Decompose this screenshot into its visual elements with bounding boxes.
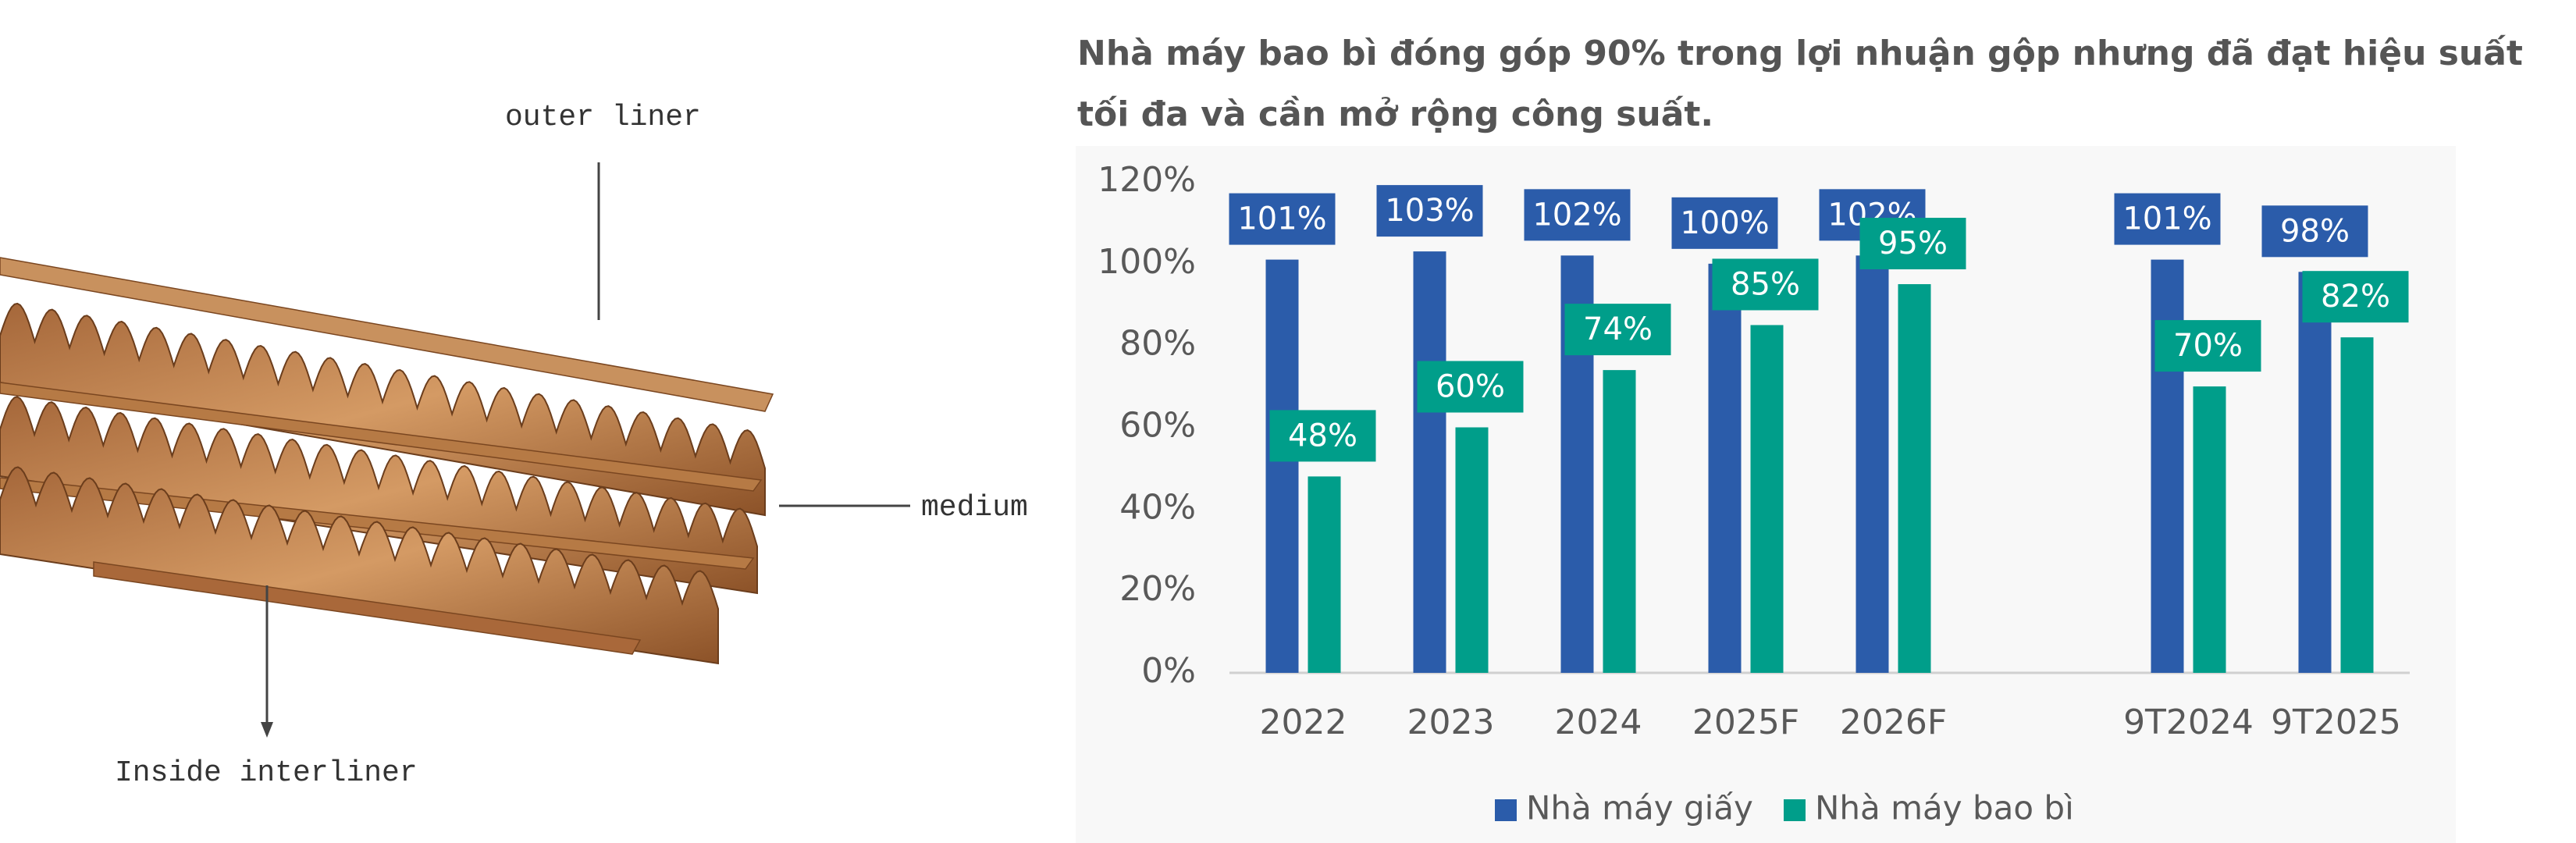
value-label: 98%	[2280, 213, 2350, 249]
y-tick-label: 20%	[1119, 569, 1196, 609]
bar	[1708, 263, 1742, 673]
value-label-box	[1712, 258, 1819, 311]
y-tick-label: 120%	[1098, 160, 1196, 200]
value-label-box	[2114, 193, 2221, 245]
y-tick-label: 100%	[1098, 242, 1196, 282]
x-tick-label: 2025F	[1692, 702, 1799, 742]
x-tick-label: 2026F	[1840, 702, 1947, 742]
bar	[1265, 259, 1299, 673]
y-tick-label: 0%	[1141, 651, 1196, 691]
bar	[2340, 337, 2374, 673]
value-label: 102%	[1532, 197, 1621, 233]
value-label-box	[1229, 193, 1336, 245]
x-tick-label: 2022	[1260, 702, 1347, 742]
diagram-label: outer liner	[505, 101, 701, 134]
x-tick-label: 9T2025	[2271, 702, 2401, 742]
value-label: 101%	[2122, 201, 2211, 237]
value-label: 74%	[1583, 311, 1653, 347]
legend-swatch	[1784, 799, 1806, 821]
bar	[1898, 284, 1931, 673]
corrugated-diagram	[0, 257, 774, 665]
liner-layer	[0, 257, 774, 412]
value-label: 103%	[1385, 193, 1474, 229]
legend-label: Nhà máy giấy	[1526, 789, 1753, 827]
bar	[2298, 272, 2332, 674]
value-label-box	[1376, 185, 1483, 237]
y-tick-label: 80%	[1119, 324, 1196, 364]
bar	[1455, 427, 1489, 673]
value-label-box	[1524, 189, 1631, 241]
chart-title: Nhà máy bao bì đóng góp 90% trong lợi nh…	[1077, 34, 2523, 134]
bar	[1308, 476, 1341, 673]
bar	[1856, 255, 1889, 674]
value-label: 82%	[2321, 279, 2390, 315]
value-label: 70%	[2173, 328, 2243, 364]
bar	[2193, 386, 2226, 673]
value-label-box	[1671, 197, 1778, 249]
flute-layer	[0, 466, 719, 665]
value-label-box	[2302, 271, 2409, 323]
value-label: 60%	[1436, 369, 1505, 405]
x-tick-label: 9T2024	[2123, 702, 2254, 742]
value-label: 85%	[1731, 266, 1800, 302]
value-label: 101%	[1237, 201, 1326, 237]
x-tick-label: 2024	[1555, 702, 1642, 742]
liner-layer	[0, 382, 763, 492]
y-tick-label: 60%	[1119, 406, 1196, 446]
value-label-box	[2154, 320, 2261, 372]
legend-swatch	[1495, 799, 1517, 821]
value-label: 95%	[1878, 226, 1948, 261]
diagram-label: medium	[921, 491, 1028, 525]
x-tick-label: 2023	[1407, 702, 1495, 742]
y-tick-label: 40%	[1119, 487, 1196, 527]
value-label-box	[1859, 218, 1966, 270]
bar	[1603, 370, 1636, 673]
value-label-box	[1417, 361, 1524, 413]
legend-label: Nhà máy bao bì	[1815, 789, 2074, 827]
diagram-label: Inside interliner	[115, 756, 418, 790]
liner-layer	[93, 561, 642, 655]
value-label-box	[1269, 410, 1376, 462]
arrow-head	[261, 722, 273, 738]
value-label-box	[2261, 205, 2368, 258]
bar	[1413, 251, 1446, 673]
bar	[1750, 325, 1784, 673]
value-label-box	[1564, 304, 1671, 356]
value-label: 100%	[1680, 205, 1769, 241]
value-label: 48%	[1288, 418, 1357, 454]
